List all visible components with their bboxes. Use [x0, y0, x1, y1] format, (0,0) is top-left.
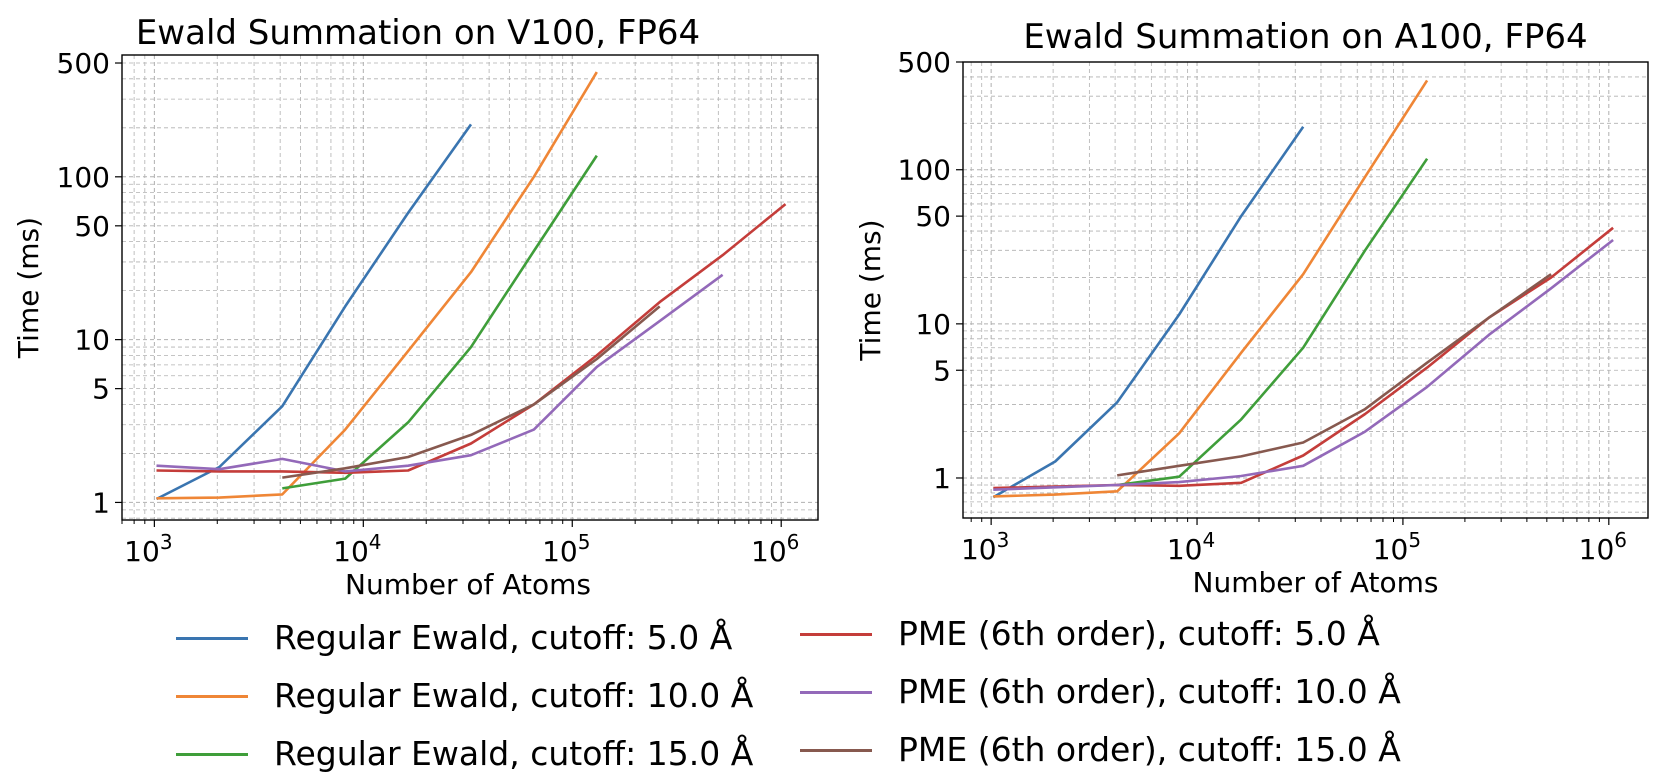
- y-tick-label: 1: [92, 486, 110, 519]
- grid: [963, 61, 1648, 518]
- axes-frame: [962, 61, 1649, 519]
- y-tick-label: 10: [915, 308, 951, 341]
- legend-line: [176, 637, 248, 640]
- chart-title: Ewald Summation on V100, FP64: [136, 13, 700, 53]
- y-tick-label: 50: [915, 200, 951, 233]
- y-axis-label: Time (ms): [12, 217, 45, 359]
- x-tick-label: 105: [1373, 528, 1421, 566]
- series-group: [992, 79, 1614, 499]
- legend-label: PME (6th order), cutoff: 5.0 Å: [898, 614, 1380, 653]
- legend-line: [176, 753, 248, 756]
- y-axis-label: Time (ms): [854, 219, 887, 361]
- series-line: [993, 226, 1614, 490]
- legend-label: Regular Ewald, cutoff: 10.0 Å: [274, 676, 754, 715]
- y-tick-label: 1: [933, 462, 951, 495]
- chart-panel: 103 104 105 106 1 5 10 50 100 500 Ewald Summation …: [12, 13, 819, 601]
- legend-line: [176, 695, 248, 698]
- y-tick-label: 10: [74, 324, 110, 357]
- y-tick-label: 50: [74, 210, 110, 243]
- series-line: [282, 305, 661, 479]
- y-tick-label: 5: [933, 354, 951, 387]
- y-tick-label: 100: [57, 161, 110, 194]
- chart-title: Ewald Summation on A100, FP64: [1023, 17, 1587, 57]
- legend-label: Regular Ewald, cutoff: 5.0 Å: [274, 618, 733, 657]
- y-tick-label: 100: [898, 154, 951, 187]
- x-tick-label: 103: [961, 528, 1009, 566]
- x-tick-label: 104: [1167, 528, 1215, 566]
- series-line: [1117, 273, 1552, 477]
- y-tick-label: 5: [92, 373, 110, 406]
- x-tick-label: 103: [124, 530, 172, 568]
- legend-label: Regular Ewald, cutoff: 15.0 Å: [274, 734, 754, 773]
- legend-label: PME (6th order), cutoff: 15.0 Å: [898, 730, 1401, 769]
- chart-panel: 103 104 105 106 1 5 10 50 100 500 Ewald Summation …: [854, 17, 1649, 599]
- series-line: [156, 71, 598, 500]
- y-tick-label: 500: [57, 47, 110, 80]
- series-line: [1117, 157, 1429, 487]
- legend-line: [800, 749, 872, 752]
- series-line: [155, 123, 473, 501]
- series-line: [156, 203, 787, 475]
- legend-line: [800, 633, 872, 636]
- legend-line: [800, 691, 872, 694]
- x-tick-label: 105: [542, 530, 590, 568]
- legend-label: PME (6th order), cutoff: 10.0 Å: [898, 672, 1401, 711]
- axes-frame: [121, 54, 819, 521]
- series-line: [282, 154, 598, 490]
- series-group: [155, 71, 787, 501]
- x-axis-label: Number of Atoms: [1193, 566, 1439, 599]
- x-tick-label: 106: [1579, 528, 1627, 566]
- series-line: [992, 126, 1305, 499]
- series-line: [156, 273, 724, 473]
- x-tick-label: 106: [751, 530, 799, 568]
- y-tick-label: 500: [898, 46, 951, 79]
- x-tick-label: 104: [333, 530, 381, 568]
- x-axis-label: Number of Atoms: [345, 568, 591, 601]
- grid: [121, 55, 818, 520]
- series-line: [993, 79, 1429, 498]
- series-line: [993, 238, 1614, 491]
